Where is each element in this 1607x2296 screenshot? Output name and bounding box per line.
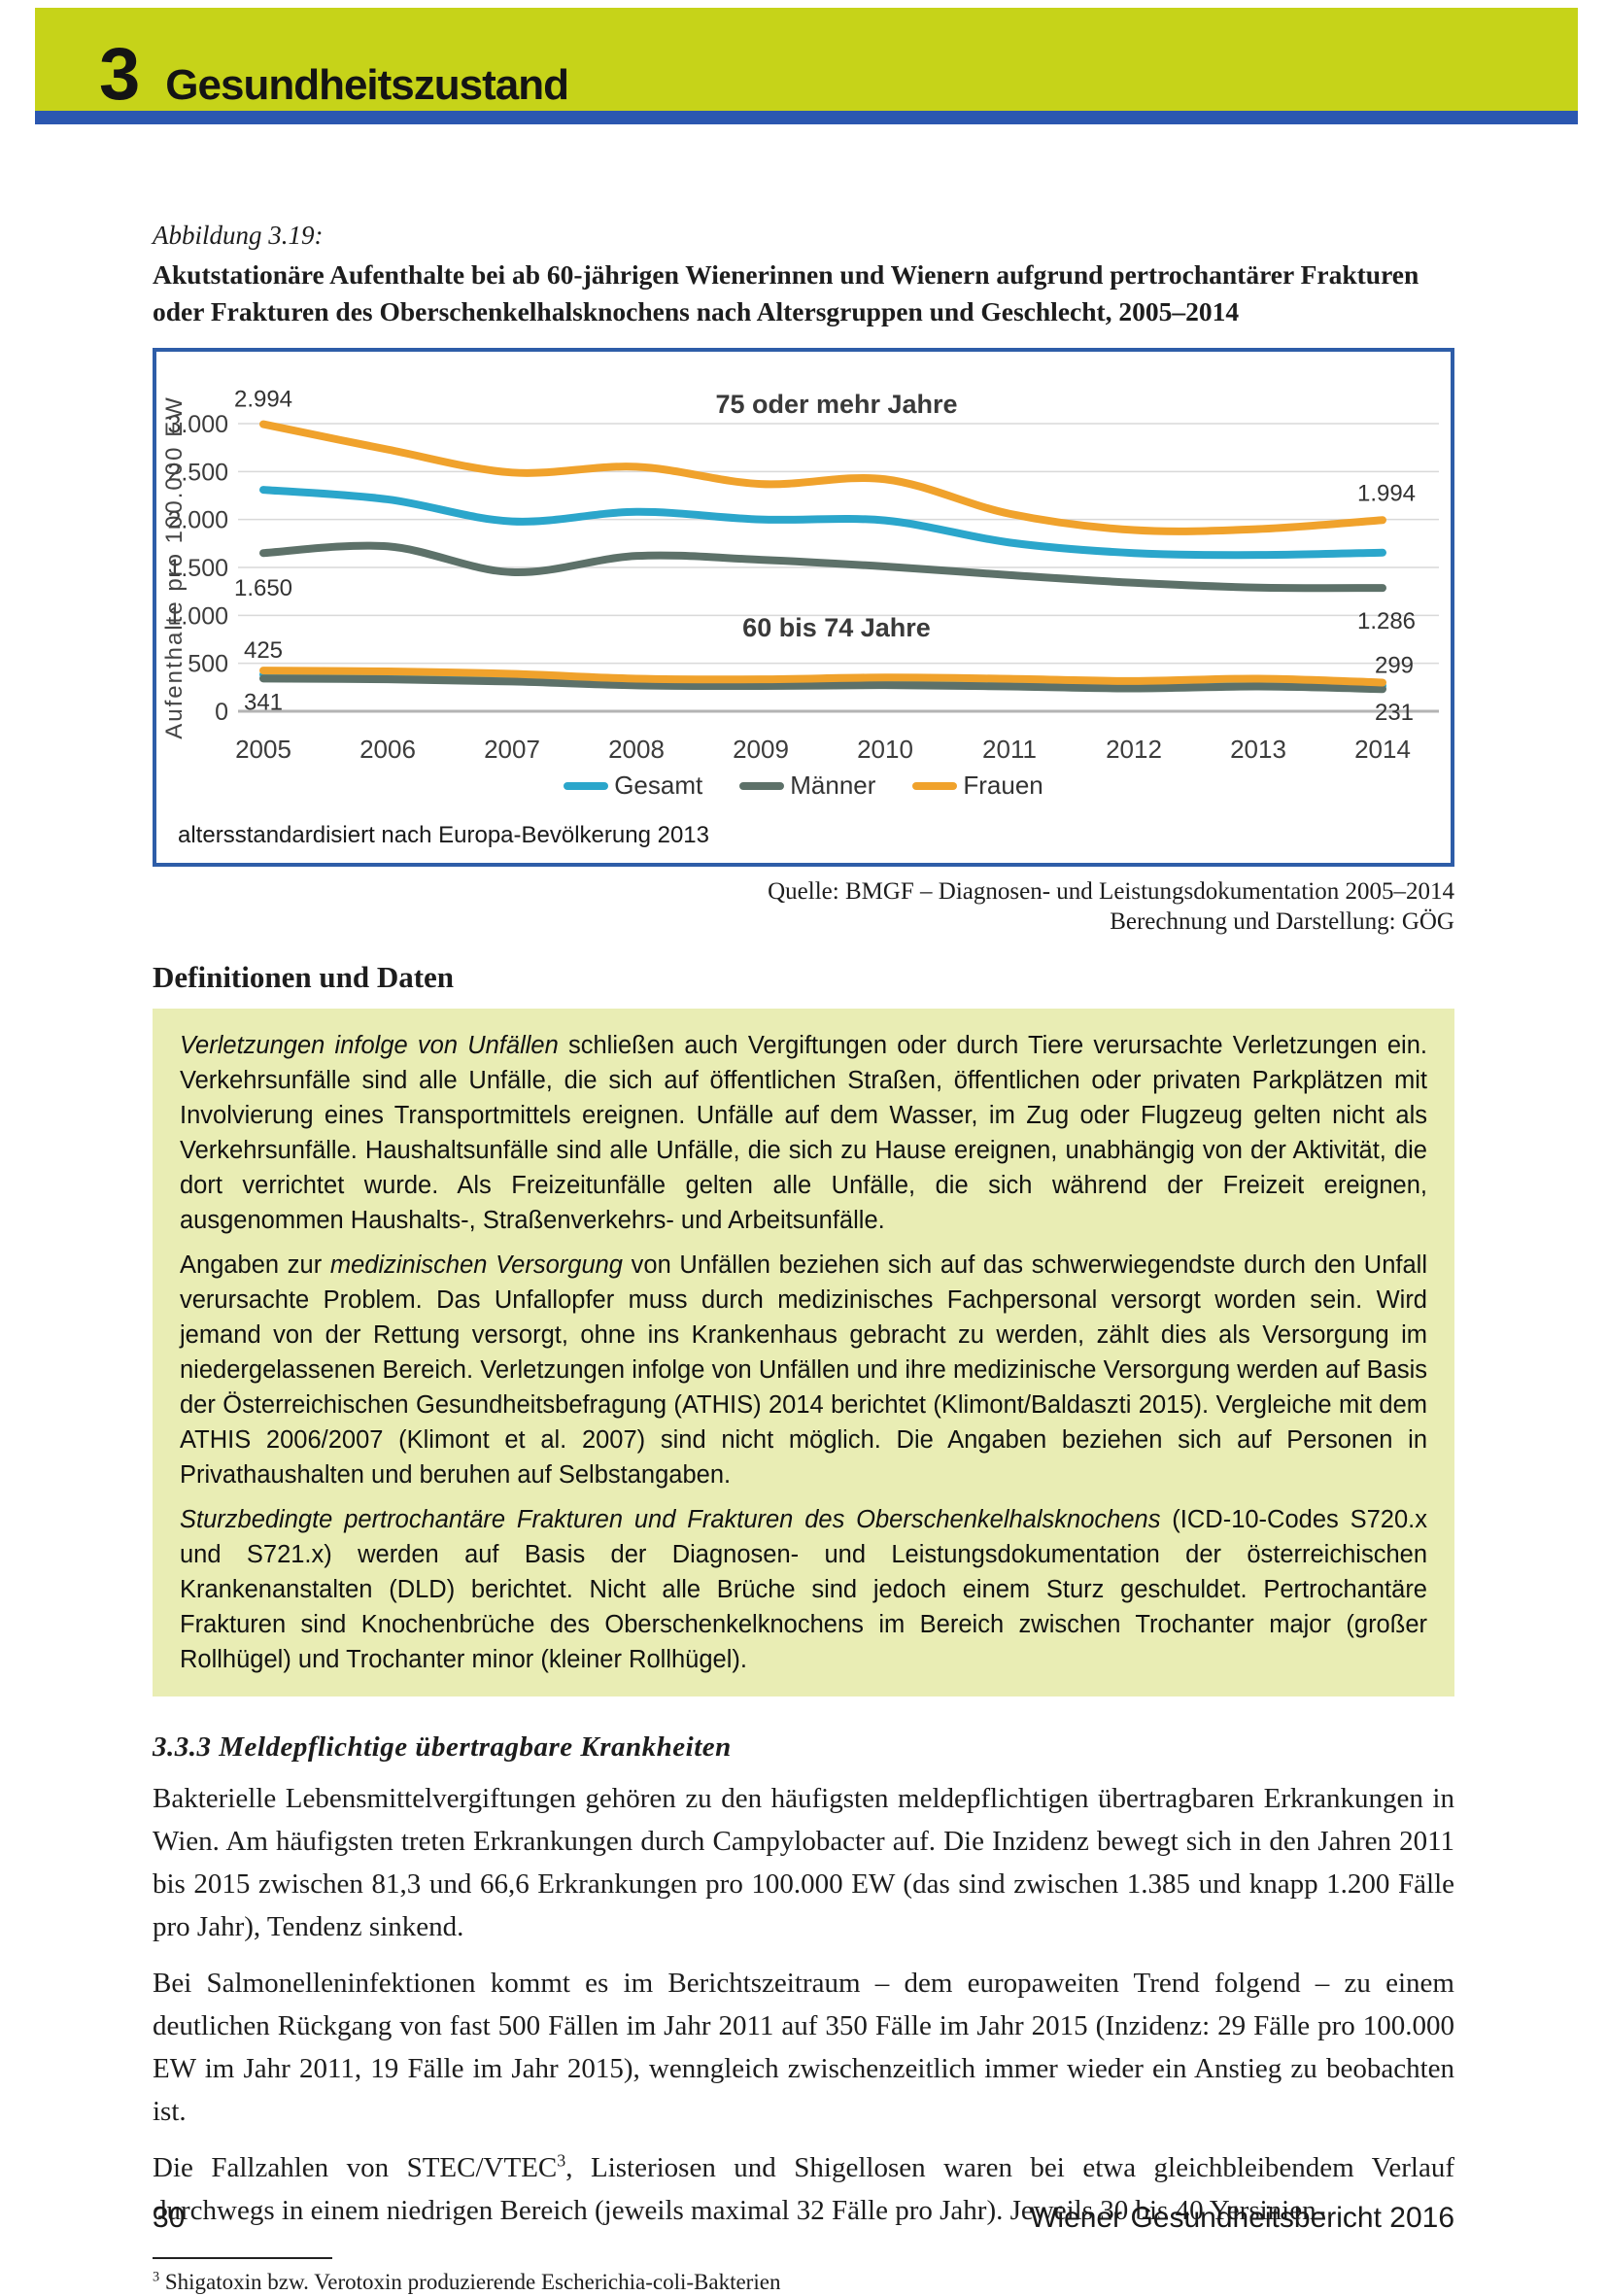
svg-text:500: 500 [188, 651, 228, 678]
footnote: 3 Shigatoxin bzw. Verotoxin produzierend… [153, 2257, 1454, 2296]
svg-text:425: 425 [244, 637, 283, 664]
chapter-header-band: 3 Gesundheitszustand [35, 8, 1578, 116]
svg-text:299: 299 [1375, 652, 1414, 678]
figure-label: Abbildung 3.19: [153, 221, 324, 250]
svg-text:3.000: 3.000 [167, 411, 228, 438]
svg-text:1.500: 1.500 [167, 555, 228, 582]
section-heading: 3.3.3 Meldepflichtige übertragbare Krank… [153, 1731, 732, 1763]
legend-swatch-gesamt [564, 781, 609, 790]
legend-swatch-maenner [739, 781, 785, 790]
chart-standardization-note: altersstandardisiert nach Europa-Bevölke… [178, 822, 709, 848]
svg-text:60 bis 74 Jahre: 60 bis 74 Jahre [742, 613, 931, 642]
svg-text:2014: 2014 [1354, 735, 1411, 764]
svg-text:2007: 2007 [484, 735, 540, 764]
legend-label-frauen: Frauen [963, 771, 1043, 800]
body-paragraph-2: Bei Salmonelleninfektionen kommt es im B… [153, 1968, 1454, 2127]
svg-text:2012: 2012 [1106, 735, 1162, 764]
svg-text:1.650: 1.650 [234, 575, 292, 601]
svg-text:2010: 2010 [857, 735, 913, 764]
footer-page-number: 30 [153, 2202, 186, 2234]
figure-caption: Akutstationäre Aufenthalte bei ab 60-jäh… [153, 259, 1419, 326]
svg-text:2.000: 2.000 [167, 507, 228, 534]
chart-legend: Gesamt Männer Frauen [156, 771, 1451, 801]
legend-label-maenner: Männer [790, 771, 876, 800]
legend-swatch-frauen [912, 781, 958, 790]
source-line-1: Quelle: BMGF – Diagnosen- und Leistungsd… [768, 878, 1454, 905]
svg-text:0: 0 [215, 699, 228, 726]
svg-text:1.000: 1.000 [167, 602, 228, 630]
legend-item-maenner: Männer [739, 771, 875, 801]
fracture-trend-line-chart: 0 500 1.000 1.500 2.000 2.500 3.000Aufenthalte… [161, 387, 1439, 764]
legend-label-gesamt: Gesamt [614, 771, 703, 800]
svg-text:1.286: 1.286 [1357, 608, 1416, 634]
svg-text:Aufenthalte pro 100.000 EW: Aufenthalte pro 100.000 EW [161, 395, 188, 739]
header-accent-bar [35, 111, 1578, 124]
definitions-paragraph-2: Angaben zur medizinischen Versorgung von… [180, 1251, 1427, 1489]
svg-text:2008: 2008 [608, 735, 665, 764]
svg-text:1.994: 1.994 [1357, 480, 1416, 506]
chart-frame: 0 500 1.000 1.500 2.000 2.500 3.000 Aufenthalte… [153, 348, 1454, 867]
source-line-2: Berechnung und Darstellung: GÖG [1110, 908, 1454, 935]
chapter-number: 3 [99, 33, 141, 116]
svg-text:231: 231 [1375, 700, 1414, 726]
body-paragraph-3: Die Fallzahlen von STEC/VTEC3, Listerios… [153, 2150, 1454, 2226]
figure-source: Quelle: BMGF – Diagnosen- und Leistungsd… [153, 876, 1454, 937]
definitions-heading: Definitionen und Daten [153, 960, 455, 994]
footnote-text: 3 Shigatoxin bzw. Verotoxin produzierend… [153, 2269, 781, 2294]
svg-text:2011: 2011 [982, 735, 1037, 764]
figure-header: Abbildung 3.19: Akutstationäre Aufenthal… [153, 218, 1454, 330]
definitions-paragraph-3: Sturzbedingte pertrochantäre Frakturen u… [180, 1506, 1427, 1673]
svg-text:2.500: 2.500 [167, 459, 228, 486]
svg-text:2009: 2009 [733, 735, 789, 764]
svg-text:2006: 2006 [359, 735, 416, 764]
footnote-rule [153, 2257, 332, 2259]
page-footer: 30 Wiener Gesundheitsbericht 2016 [153, 2202, 1454, 2235]
svg-text:341: 341 [244, 689, 283, 715]
legend-item-frauen: Frauen [912, 771, 1043, 801]
chapter-title: Gesundheitszustand [165, 61, 569, 109]
svg-text:2013: 2013 [1230, 735, 1286, 764]
legend-item-gesamt: Gesamt [564, 771, 702, 801]
definitions-paragraph-1: Verletzungen infolge von Unfällen schlie… [180, 1032, 1427, 1234]
definitions-box: Verletzungen infolge von Unfällen schlie… [153, 1009, 1454, 1696]
svg-text:2005: 2005 [235, 735, 291, 764]
body-paragraph-1: Bakterielle Lebensmittelvergiftungen geh… [153, 1783, 1454, 1942]
footer-report-title: Wiener Gesundheitsbericht 2016 [1030, 2202, 1454, 2234]
report-page: { "header": { "chapter_number": "3", "ch… [0, 8, 1607, 2294]
svg-text:2.994: 2.994 [234, 387, 292, 413]
svg-text:75 oder mehr Jahre: 75 oder mehr Jahre [715, 390, 957, 419]
